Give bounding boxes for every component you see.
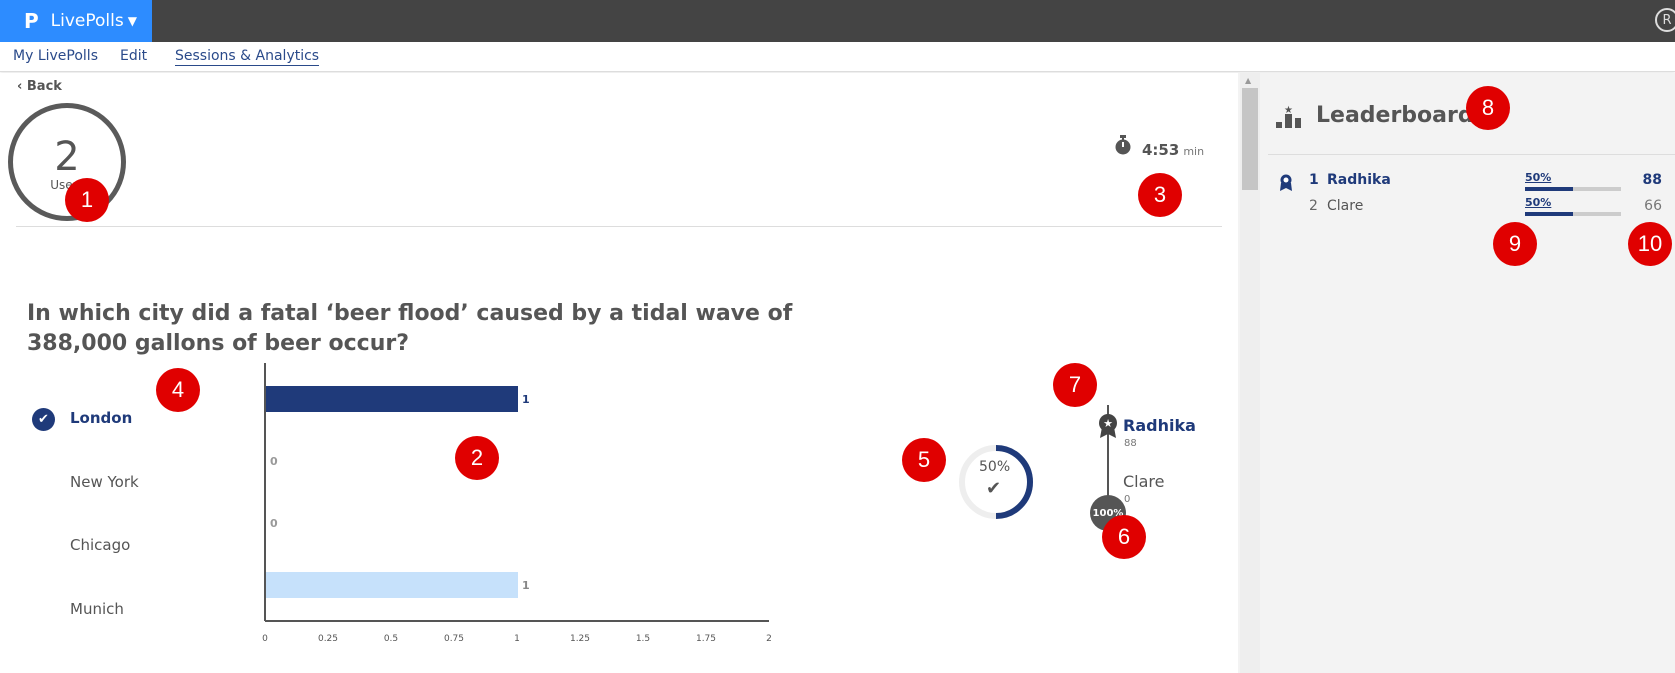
chart-tick-label: 1.5 [636, 634, 650, 644]
users-count: 2 [54, 134, 80, 180]
chart-bar-london [266, 386, 518, 412]
answer-label-new-york: New York [70, 473, 139, 491]
leaderboard-rank-1: 1 [1309, 172, 1319, 188]
callout-2: 2 [455, 436, 499, 480]
rank-score-1: 88 [1124, 438, 1137, 449]
chart-tick-label: 0.5 [384, 634, 398, 644]
leaderboard-progress-fill-2 [1525, 212, 1573, 216]
correct-pct-value: 50% [979, 459, 1011, 475]
leaderboard-name-1: Radhika [1327, 172, 1391, 188]
svg-text:★: ★ [1284, 105, 1293, 116]
leaderboard-title: Leaderboard [1316, 103, 1474, 128]
answer-label-munich: Munich [70, 600, 124, 618]
leaderboard-pct-2: 50% [1525, 196, 1552, 209]
rank-timeline [1107, 405, 1109, 510]
chart-bar-munich [266, 572, 518, 598]
app-switcher[interactable]: P LivePolls ▼ [0, 0, 152, 42]
callout-6: 6 [1102, 515, 1146, 559]
correct-pct-donut [959, 445, 1033, 519]
leaderboard-progress-1 [1525, 187, 1621, 191]
nav-sessions-analytics[interactable]: Sessions & Analytics [175, 48, 320, 66]
callout-8: 8 [1466, 86, 1510, 130]
leaderboard-points-1: 88 [1642, 172, 1662, 188]
timer-unit: min [1183, 145, 1205, 158]
rank-name-2: Clare [1123, 472, 1165, 491]
chart-tick-label: 1 [514, 634, 520, 644]
nav-my-livepolls[interactable]: My LivePolls [13, 48, 98, 64]
session-timer: 4:53 min [1114, 135, 1204, 159]
scroll-up-icon[interactable]: ▲ [1245, 76, 1252, 85]
award-ribbon-icon: ★ [1099, 414, 1117, 438]
svg-text:★: ★ [1103, 417, 1113, 430]
answer-bar-chart: 1 0 0 1 0 0.25 0.5 0.75 1 1.25 1.5 1.75 2 [262, 363, 772, 644]
chart-value-label: 0 [270, 517, 278, 530]
leaderboard-name-2: Clare [1327, 198, 1364, 214]
correct-pct-arc [995, 445, 1033, 519]
session-main: ‹ Back 2 Users 4:53 min In which city di… [0, 73, 1238, 673]
callout-3: 3 [1138, 173, 1182, 217]
callout-1: 1 [65, 178, 109, 222]
leaderboard-points-2: 66 [1644, 198, 1662, 214]
callout-4: 4 [156, 368, 200, 412]
chevron-left-icon: ‹ [17, 79, 23, 94]
top-rank-ribbon-icon [1280, 174, 1292, 191]
chart-value-label: 1 [522, 579, 530, 592]
chart-tick-label: 1.75 [696, 634, 716, 644]
question-text: In which city did a fatal ‘beer flood’ c… [27, 301, 793, 356]
caret-down-icon: ▼ [127, 14, 137, 28]
divider [16, 226, 1222, 227]
livepolls-logo-icon: P [24, 9, 39, 33]
leaderboard-progress-fill-1 [1525, 187, 1573, 191]
correct-check-icon: ✔ [32, 408, 55, 431]
leaderboard-rank-2: 2 [1309, 198, 1318, 214]
leaderboard-podium-icon: ★ [1276, 105, 1301, 128]
callout-10: 10 [1628, 222, 1672, 266]
answer-label-chicago: Chicago [70, 536, 131, 554]
leaderboard-pct-1: 50% [1525, 171, 1552, 184]
top-bar: P LivePolls ▼ R [0, 0, 1675, 42]
callout-9: 9 [1493, 222, 1537, 266]
timer-value: 4:53 [1142, 141, 1180, 159]
chart-value-label: 1 [522, 393, 530, 406]
stopwatch-icon [1115, 135, 1131, 155]
scrollbar-track[interactable] [1240, 73, 1260, 673]
rank-name-1: Radhika [1123, 416, 1196, 435]
answer-label-london: London [70, 409, 133, 427]
chart-tick-label: 0.75 [444, 634, 464, 644]
callout-5: 5 [902, 438, 946, 482]
leaderboard-panel [1238, 73, 1675, 673]
user-avatar[interactable]: R [1655, 8, 1675, 32]
scrollbar-thumb[interactable] [1242, 88, 1258, 190]
chart-tick-label: 1.25 [570, 634, 590, 644]
leaderboard-progress-2 [1525, 212, 1621, 216]
sub-nav: My LivePolls Edit Sessions & Analytics [0, 42, 1675, 72]
nav-edit[interactable]: Edit [120, 48, 148, 64]
leaderboard-divider [1268, 154, 1675, 155]
back-link[interactable]: ‹ Back [17, 79, 62, 94]
checkmark-icon: ✔ [986, 478, 1002, 499]
chart-tick-label: 0.25 [318, 634, 338, 644]
chart-tick-label: 2 [766, 634, 772, 644]
chart-tick-label: 0 [262, 634, 268, 644]
callout-7: 7 [1053, 363, 1097, 407]
rank-score-2: 0 [1124, 494, 1131, 505]
chart-value-label: 0 [270, 455, 278, 468]
app-name: LivePolls [50, 11, 124, 31]
